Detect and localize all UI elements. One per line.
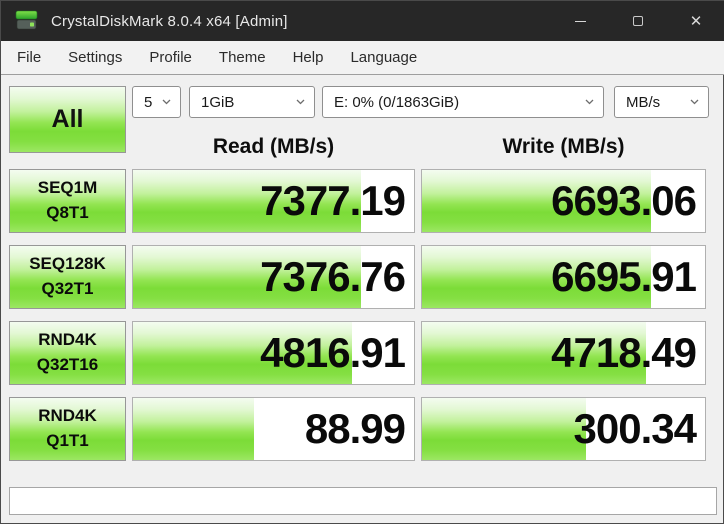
- read-column-header: Read (MB/s): [212, 135, 335, 158]
- read-value: 7376.76: [260, 253, 406, 300]
- value-bar: [133, 246, 361, 308]
- comment-input[interactable]: [9, 487, 717, 515]
- benchmark-row-seq1m-q8t1: SEQ1M Q8T1 7377.19 6693.06: [1, 169, 724, 233]
- value-bar: [422, 398, 587, 460]
- write-column-header: Write (MB/s): [502, 135, 625, 158]
- write-value: 4718.49: [551, 329, 697, 376]
- test-label-line1: SEQ1M: [37, 178, 98, 198]
- write-value: 6695.91: [551, 253, 697, 300]
- read-value-cell: 7376.76: [132, 245, 415, 309]
- read-value: 88.99: [304, 405, 406, 452]
- benchmark-row-seq128k-q32t1: SEQ128K Q32T1 7376.76 6695.91: [1, 245, 724, 309]
- read-value-cell: 7377.19: [132, 169, 415, 233]
- close-icon: ✕: [689, 12, 703, 30]
- chevron-down-icon: [690, 99, 699, 105]
- run-all-button[interactable]: All: [9, 86, 126, 153]
- chevron-down-icon: [162, 99, 171, 105]
- test-label-line2: Q32T16: [36, 355, 99, 374]
- test-button-rnd4k-q32t16[interactable]: RND4K Q32T16: [9, 321, 126, 385]
- test-button-seq128k-q32t1[interactable]: SEQ128K Q32T1: [9, 245, 126, 309]
- minimize-button[interactable]: [551, 1, 609, 41]
- test-label-line2: Q8T1: [46, 203, 89, 222]
- menu-language[interactable]: Language: [350, 49, 418, 66]
- menubar: File Settings Profile Theme Help Languag…: [1, 41, 724, 75]
- test-size-value: 1GiB: [201, 93, 235, 111]
- crystaldiskmark-app-icon: [15, 10, 39, 32]
- test-button-rnd4k-q1t1[interactable]: RND4K Q1T1: [9, 397, 126, 461]
- minimize-icon: [574, 20, 586, 22]
- write-value: 300.34: [573, 405, 697, 452]
- write-value-cell: 300.34: [421, 397, 706, 461]
- menu-settings[interactable]: Settings: [68, 49, 123, 66]
- value-bar: [422, 322, 646, 384]
- test-label-line2: Q32T1: [41, 279, 94, 298]
- menu-help[interactable]: Help: [292, 49, 324, 66]
- test-label-line1: SEQ128K: [29, 254, 106, 274]
- close-button[interactable]: ✕: [667, 1, 724, 41]
- value-bar: [133, 170, 361, 232]
- read-value-cell: 88.99: [132, 397, 415, 461]
- read-value: 7377.19: [260, 177, 406, 224]
- write-value-cell: 6695.91: [421, 245, 706, 309]
- maximize-button[interactable]: [609, 1, 667, 41]
- window-title: CrystalDiskMark 8.0.4 x64 [Admin]: [51, 12, 288, 30]
- test-label-line1: RND4K: [38, 406, 97, 426]
- value-bar: [422, 246, 652, 308]
- benchmark-row-rnd4k-q1t1: RND4K Q1T1 88.99 300.34: [1, 397, 724, 461]
- titlebar: CrystalDiskMark 8.0.4 x64 [Admin] ✕: [1, 1, 724, 41]
- value-bar: [422, 170, 652, 232]
- menu-file[interactable]: File: [17, 49, 42, 66]
- value-bar: [133, 322, 353, 384]
- unit-value: MB/s: [626, 93, 661, 111]
- test-label-line2: Q1T1: [46, 431, 89, 450]
- caption-buttons: ✕: [551, 1, 724, 41]
- test-count-value: 5: [144, 93, 153, 111]
- write-value-cell: 6693.06: [421, 169, 706, 233]
- chevron-down-icon: [585, 99, 594, 105]
- write-value: 6693.06: [551, 177, 697, 224]
- menu-profile[interactable]: Profile: [149, 49, 192, 66]
- unit-dropdown[interactable]: MB/s: [614, 86, 709, 118]
- menu-theme[interactable]: Theme: [218, 49, 266, 66]
- chevron-down-icon: [296, 99, 305, 105]
- target-drive-dropdown[interactable]: E: 0% (0/1863GiB): [322, 86, 604, 118]
- test-count-dropdown[interactable]: 5: [132, 86, 181, 118]
- read-value: 4816.91: [260, 329, 406, 376]
- value-bar: [133, 398, 254, 460]
- read-value-cell: 4816.91: [132, 321, 415, 385]
- test-size-dropdown[interactable]: 1GiB: [189, 86, 315, 118]
- benchmark-row-rnd4k-q32t16: RND4K Q32T16 4816.91 4718.49: [1, 321, 724, 385]
- write-value-cell: 4718.49: [421, 321, 706, 385]
- test-label-line1: RND4K: [38, 330, 97, 350]
- target-drive-value: E: 0% (0/1863GiB): [334, 93, 460, 111]
- maximize-icon: [633, 16, 643, 26]
- test-button-seq1m-q8t1[interactable]: SEQ1M Q8T1: [9, 169, 126, 233]
